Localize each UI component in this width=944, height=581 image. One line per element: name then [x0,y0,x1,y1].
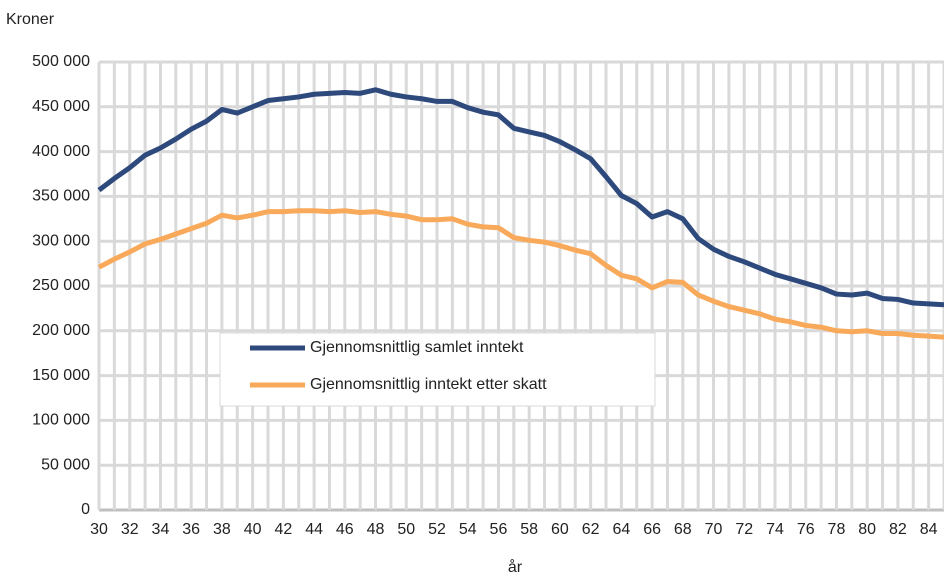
series-line [97,208,944,340]
x-tick-label: 72 [735,521,753,538]
x-tick-label: 50 [397,521,415,538]
x-tick-label: 54 [459,521,477,538]
y-tick-label: 300 000 [32,232,90,249]
x-tick-label: 42 [274,521,292,538]
legend-label: Gjennomsnittlig inntekt etter skatt [310,376,547,393]
x-tick-label: 40 [244,521,262,538]
y-tick-label: 200 000 [32,322,90,339]
x-tick-label: 74 [766,521,784,538]
x-tick-label: 66 [643,521,661,538]
x-tick-label: 62 [582,521,600,538]
legend-box [219,332,656,407]
x-axis-label: år [508,558,523,576]
y-tick-label: 150 000 [32,367,90,384]
y-tick-label: 50 000 [41,456,90,473]
x-tick-label: 58 [520,521,538,538]
x-tick-label: 80 [858,521,876,538]
grid: 0 50 000 100 000 150 000 200 000 250 000 300 0… [32,53,944,538]
x-tick-label: 82 [889,521,907,538]
legend-label: Gjennomsnittlig samlet inntekt [310,339,524,356]
y-tick-label: 0 [81,501,90,518]
y-tick-label: 450 000 [32,98,90,115]
y-axis-label: Kroner [6,11,55,28]
x-tick-label: 46 [336,521,354,538]
x-tick-label: 52 [428,521,446,538]
x-tick-label: 84 [920,521,938,538]
x-tick-label: 78 [828,521,846,538]
x-tick-label: 60 [551,521,569,538]
x-tick-label: 38 [213,521,231,538]
x-tick-label: 56 [490,521,508,538]
y-tick-label: 400 000 [32,143,90,160]
legend: Gjennomsnittlig samlet inntekt Gjennomsni… [219,332,656,407]
x-tick-label: 48 [367,521,385,538]
lines [97,87,944,340]
x-tick-label: 64 [612,521,630,538]
x-tick-label: 68 [674,521,692,538]
x-tick-label: 76 [797,521,815,538]
x-tick-label: 44 [305,521,323,538]
y-tick-label: 350 000 [32,188,90,205]
series-line [97,87,944,308]
y-tick-label: 250 000 [32,277,90,294]
x-tick-label: 34 [152,521,170,538]
x-tick-label: 30 [90,521,108,538]
x-tick-label: 32 [121,521,139,538]
x-tick-label: 70 [705,521,723,538]
y-tick-label: 100 000 [32,412,90,429]
x-tick-label: 36 [182,521,200,538]
y-tick-label: 500 000 [32,53,90,70]
